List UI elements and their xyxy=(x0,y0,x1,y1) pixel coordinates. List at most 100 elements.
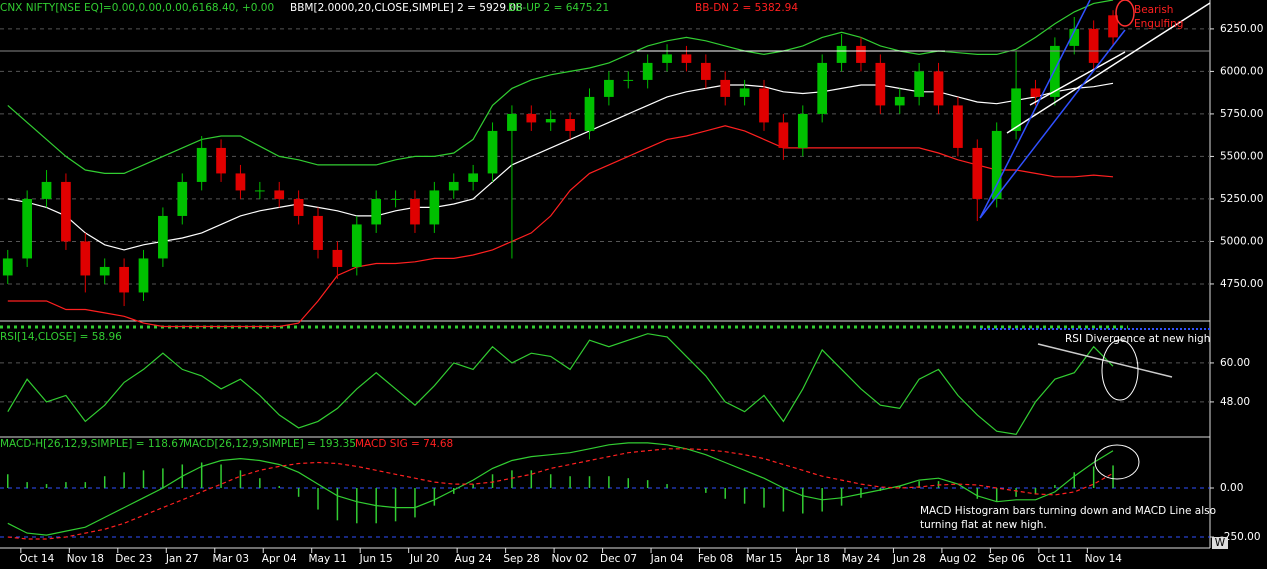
trend-line xyxy=(1029,51,1126,106)
candle-body xyxy=(507,113,517,131)
candle-body xyxy=(604,79,614,97)
x-tick-label: Jun 15 xyxy=(359,553,393,565)
candle-body xyxy=(2,258,13,276)
candle-body xyxy=(739,88,750,97)
candle-body xyxy=(429,190,440,225)
y-tick-label: 6000.00 xyxy=(1220,65,1263,77)
x-tick-label: Dec 23 xyxy=(115,553,152,565)
legend-entry: BB-UP 2 = 6475.21 xyxy=(508,2,609,14)
candle-body xyxy=(254,190,265,192)
candle-body xyxy=(1069,28,1080,46)
series-line xyxy=(7,82,1114,251)
candle-body xyxy=(235,173,246,191)
x-tick-label: May 11 xyxy=(309,553,347,565)
candle-body xyxy=(623,79,634,81)
candle-body xyxy=(390,198,401,200)
x-tick-label: Jan 27 xyxy=(165,553,199,565)
candle-body xyxy=(313,215,323,250)
chart-title: CNX NIFTY[NSE EQ]=0.00,0.00,0.00,6168.40… xyxy=(0,2,274,14)
x-tick-label: Jun 28 xyxy=(892,553,926,565)
trend-line xyxy=(1006,2,1211,134)
candle-body xyxy=(1011,88,1021,131)
candle-body xyxy=(216,147,226,174)
x-tick-label: Mar 15 xyxy=(746,553,783,565)
y-tick-label: 5250.00 xyxy=(1220,193,1263,205)
series-line xyxy=(7,448,1114,540)
candle-body xyxy=(1088,28,1099,63)
divergence-line xyxy=(1037,343,1173,378)
candle-body xyxy=(875,62,886,106)
y-tick-label: 5000.00 xyxy=(1220,235,1263,247)
candle-body xyxy=(158,215,168,259)
x-tick-label: Nov 02 xyxy=(551,553,588,565)
candle-body xyxy=(565,119,575,131)
candle-body xyxy=(61,181,71,242)
legend-entry: RSI[14,CLOSE] = 58.96 xyxy=(0,331,122,343)
candle-body xyxy=(778,122,789,148)
candle-body xyxy=(138,258,149,293)
annotation: Bearish xyxy=(1134,4,1173,16)
y-tick-label: 0.00 xyxy=(1220,482,1243,494)
x-tick-label: Apr 18 xyxy=(795,553,830,565)
y-tick-label: 60.00 xyxy=(1220,357,1250,369)
trend-line xyxy=(979,0,1091,219)
candle-body xyxy=(681,54,692,63)
candle-body xyxy=(468,173,478,182)
candle-body xyxy=(274,190,285,199)
x-tick-label: Mar 03 xyxy=(212,553,249,565)
trend-line xyxy=(979,29,1126,219)
candle-body xyxy=(797,113,808,148)
x-tick-label: May 24 xyxy=(842,553,881,565)
candle-body xyxy=(1030,88,1041,97)
corner-box xyxy=(1212,537,1228,549)
candle-body xyxy=(662,54,672,63)
candle-body xyxy=(856,45,866,63)
y-tick-label: 4750.00 xyxy=(1220,278,1263,290)
candle-body xyxy=(371,198,382,225)
candle-body xyxy=(584,96,595,131)
x-tick-label: Dec 07 xyxy=(600,553,637,565)
candle-body xyxy=(22,198,32,259)
legend-entry: MACD-H[26,12,9,SIMPLE] = 118.67 xyxy=(0,438,185,450)
y-tick-label: -250.00 xyxy=(1220,531,1261,543)
series-line xyxy=(7,442,1114,536)
y-tick-label: 5750.00 xyxy=(1220,108,1263,120)
candle-body xyxy=(1108,15,1118,38)
candle-body xyxy=(410,198,420,225)
candle-body xyxy=(41,181,52,199)
candle-body xyxy=(526,113,537,123)
candle-body xyxy=(720,79,731,97)
x-tick-label: Jul 20 xyxy=(409,553,439,565)
y-tick-label: 6250.00 xyxy=(1220,23,1263,35)
candle-body xyxy=(119,266,129,293)
x-tick-label: Feb 08 xyxy=(698,553,733,565)
x-tick-label: Oct 14 xyxy=(19,553,54,565)
annotation: Engulfing xyxy=(1134,18,1183,30)
candle-body xyxy=(1050,45,1060,97)
candle-body xyxy=(933,71,944,106)
candle-body xyxy=(759,88,769,123)
x-tick-label: Aug 02 xyxy=(939,553,976,565)
series-line xyxy=(7,0,1114,174)
legend-entry: MACD[26,12,9,SIMPLE] = 193.35 xyxy=(183,438,356,450)
candle-body xyxy=(700,62,711,80)
legend-entry: BBM[2.0000,20,CLOSE,SIMPLE] 2 = 5929.08 xyxy=(290,2,523,14)
candle-body xyxy=(332,249,343,267)
highlight-circle xyxy=(1101,339,1139,401)
legend-entry: BB-DN 2 = 5382.94 xyxy=(695,2,798,14)
x-tick-label: Sep 06 xyxy=(988,553,1025,565)
annotation: MACD Histogram bars turning down and MAC… xyxy=(920,505,1216,517)
candle-body xyxy=(817,62,828,114)
candle-body xyxy=(293,198,304,216)
candle-body xyxy=(894,96,905,106)
legend-entry: MACD SIG = 74.68 xyxy=(355,438,453,450)
x-tick-label: Jan 04 xyxy=(650,553,684,565)
series-line xyxy=(7,125,1114,328)
annotations xyxy=(0,0,1211,480)
corner-mark: W xyxy=(1215,537,1226,549)
candle-body xyxy=(80,241,91,276)
candle-body xyxy=(953,105,963,148)
x-tick-label: Oct 11 xyxy=(1037,553,1072,565)
annotation: turning flat at new high. xyxy=(920,519,1047,531)
